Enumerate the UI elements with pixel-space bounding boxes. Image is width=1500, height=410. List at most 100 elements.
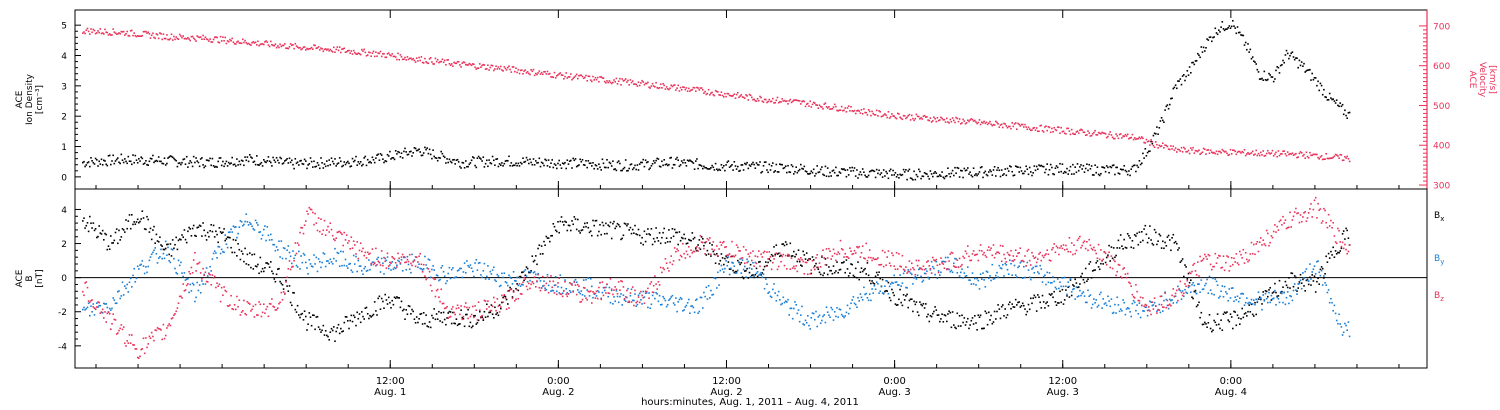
data-point — [400, 258, 403, 261]
data-point — [1121, 310, 1123, 312]
data-point — [277, 45, 279, 47]
data-point — [483, 310, 486, 313]
data-point — [617, 301, 620, 304]
data-point — [546, 165, 549, 167]
data-point — [1027, 269, 1030, 271]
data-point — [1072, 284, 1074, 286]
data-point — [92, 28, 95, 31]
data-point — [1079, 289, 1081, 292]
data-point — [700, 87, 703, 89]
data-point — [642, 243, 644, 246]
data-point — [1191, 149, 1193, 151]
data-point — [688, 160, 690, 162]
data-point — [601, 77, 604, 79]
data-point — [317, 326, 320, 328]
data-point — [1080, 128, 1082, 131]
data-point — [210, 164, 212, 167]
data-point — [856, 169, 858, 171]
data-point — [141, 260, 144, 262]
data-point — [1260, 297, 1262, 299]
data-point — [348, 162, 350, 165]
data-point — [1229, 313, 1232, 315]
data-point — [484, 316, 487, 318]
data-point — [801, 305, 803, 308]
data-point — [599, 224, 601, 226]
data-point — [947, 313, 949, 315]
data-point — [603, 80, 606, 83]
data-point — [1341, 159, 1344, 162]
data-point — [1236, 26, 1239, 28]
data-point — [598, 163, 600, 165]
data-point — [649, 167, 651, 169]
data-point — [128, 160, 131, 162]
data-point — [779, 163, 781, 165]
data-point — [551, 234, 553, 237]
data-point — [1211, 292, 1213, 295]
data-point — [560, 286, 563, 289]
data-point — [366, 269, 369, 272]
data-point — [901, 282, 904, 284]
data-point — [944, 256, 947, 259]
data-point — [1046, 301, 1048, 303]
data-point — [160, 248, 162, 251]
data-point — [1316, 153, 1318, 156]
data-point — [1121, 137, 1123, 139]
data-point — [1087, 169, 1089, 172]
data-point — [1240, 293, 1242, 295]
data-point — [491, 269, 494, 271]
data-point — [273, 278, 276, 280]
data-point — [1073, 287, 1075, 290]
data-point — [589, 230, 592, 232]
data-point — [702, 238, 704, 240]
data-point — [610, 82, 613, 85]
data-point — [216, 282, 218, 284]
data-point — [907, 170, 909, 172]
data-point — [691, 161, 694, 163]
data-point — [291, 44, 293, 46]
data-point — [1342, 159, 1345, 161]
data-point — [396, 58, 398, 61]
data-point — [1188, 152, 1191, 155]
data-point — [1013, 123, 1016, 125]
data-point — [865, 273, 867, 275]
data-point — [1076, 296, 1079, 298]
data-point — [239, 163, 242, 166]
data-point — [400, 256, 403, 258]
data-point — [585, 278, 587, 281]
data-point — [803, 100, 806, 103]
data-point — [932, 312, 934, 315]
data-point — [97, 301, 99, 303]
data-point — [731, 95, 733, 97]
data-point — [315, 316, 318, 318]
data-point — [512, 291, 515, 293]
data-point — [1114, 256, 1116, 259]
data-point — [191, 165, 194, 168]
data-point — [835, 315, 837, 318]
data-point — [347, 267, 349, 269]
data-point — [1096, 134, 1099, 136]
data-point — [926, 173, 928, 175]
data-point — [223, 251, 225, 254]
data-point — [86, 286, 89, 289]
data-point — [826, 167, 829, 169]
data-point — [1226, 311, 1228, 313]
data-point — [762, 268, 765, 271]
data-point — [1128, 137, 1130, 140]
data-point — [693, 236, 696, 239]
data-point — [1143, 157, 1145, 159]
data-point — [742, 277, 745, 280]
data-point — [176, 165, 179, 168]
data-point — [1038, 164, 1040, 166]
data-point — [832, 169, 835, 172]
data-point — [1227, 154, 1229, 156]
data-point — [377, 260, 379, 263]
data-point — [993, 277, 996, 280]
data-point — [637, 294, 640, 297]
data-point — [1046, 271, 1048, 274]
data-point — [342, 164, 344, 167]
data-point — [668, 163, 670, 166]
data-point — [1339, 323, 1341, 325]
data-point — [1063, 276, 1066, 279]
data-point — [223, 165, 225, 168]
data-point — [1145, 233, 1148, 236]
